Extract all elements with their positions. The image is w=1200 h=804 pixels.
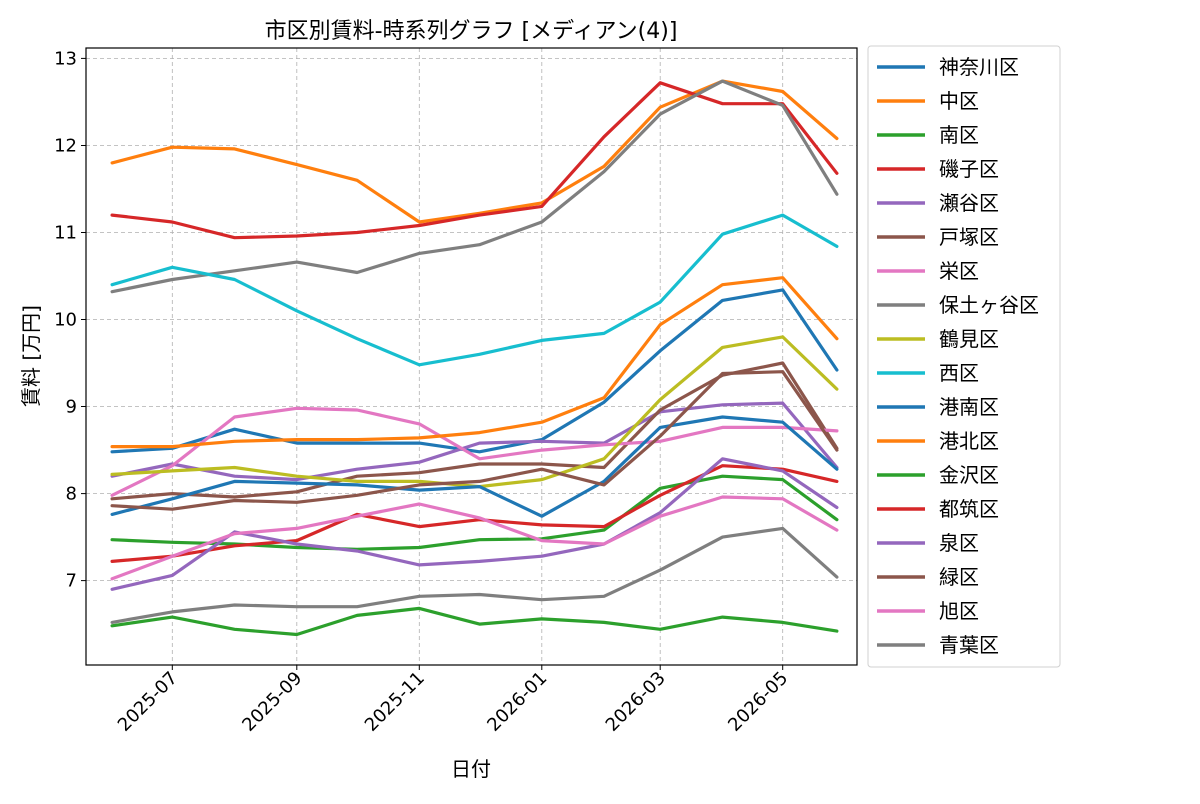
y-tick-label: 7 xyxy=(66,571,77,592)
legend-entry-label: 泉区 xyxy=(939,531,979,555)
x-tick-label: 2025-09 xyxy=(238,668,306,736)
series-line xyxy=(110,81,839,240)
y-tick-label: 10 xyxy=(54,310,77,331)
legend-entry-label: 旭区 xyxy=(939,599,979,623)
y-tick-label: 13 xyxy=(54,48,77,69)
legend-entry-label: 瀬谷区 xyxy=(939,191,999,215)
legend-entry-label: 金沢区 xyxy=(939,463,999,487)
legend-entry-label: 中区 xyxy=(939,89,979,113)
series-line xyxy=(110,464,839,564)
series-line xyxy=(110,401,839,482)
series-lines xyxy=(110,79,839,637)
legend-entry-label: 戸塚区 xyxy=(939,225,999,249)
chart-title: 市区別賃料-時系列グラフ [メディアン(4)] xyxy=(265,19,678,44)
y-axis-label: 賃料 [万円] xyxy=(19,305,43,407)
x-tick-label: 2026-01 xyxy=(483,668,551,736)
grid xyxy=(86,48,857,665)
x-tick-label: 2025-11 xyxy=(361,668,429,736)
legend-entry-label: 都筑区 xyxy=(939,497,999,521)
series-line xyxy=(110,370,839,511)
legend-entry-label: 港北区 xyxy=(939,429,999,453)
legend-entry-label: 保土ヶ谷区 xyxy=(939,293,1039,317)
series-line xyxy=(110,213,839,367)
series-line xyxy=(110,526,839,625)
y-axis-ticks: 7 8 9 10 11 12 13 xyxy=(54,48,86,592)
legend-entry-label: 磯子区 xyxy=(939,157,999,181)
legend-entry-label: 青葉区 xyxy=(939,633,999,657)
series-line xyxy=(110,415,839,518)
series-line xyxy=(110,79,839,294)
series-line xyxy=(110,457,839,591)
series-line xyxy=(110,288,839,454)
y-tick-label: 9 xyxy=(66,397,77,418)
x-axis-ticks: 2025-07 2025-09 2025-11 2026-01 2026-03 2026-… xyxy=(114,665,792,736)
legend-entry-label: 栄区 xyxy=(939,259,979,283)
series-line xyxy=(110,361,839,501)
legend-entry-label: 南区 xyxy=(939,123,979,147)
x-axis-label: 日付 xyxy=(451,757,491,781)
series-line xyxy=(110,474,839,551)
y-tick-label: 8 xyxy=(66,484,77,505)
y-tick-label: 11 xyxy=(54,223,77,244)
series-line xyxy=(110,406,839,497)
legend: 神奈川区中区南区磯子区瀬谷区戸塚区栄区保土ヶ谷区鶴見区西区港南区港北区金沢区都筑… xyxy=(867,45,1061,668)
x-tick-label: 2026-05 xyxy=(724,668,792,736)
series-line xyxy=(110,495,839,581)
plot-frame xyxy=(85,47,858,666)
legend-entry-label: 西区 xyxy=(939,361,979,385)
legend-entry-label: 神奈川区 xyxy=(939,55,1019,79)
series-line xyxy=(110,606,839,637)
legend-entry-label: 緑区 xyxy=(939,565,979,589)
x-tick-label: 2025-07 xyxy=(114,668,182,736)
legend-entry-label: 港南区 xyxy=(939,395,999,419)
legend-entry-label: 鶴見区 xyxy=(939,327,999,351)
series-line xyxy=(110,276,839,449)
x-tick-label: 2026-03 xyxy=(602,668,670,736)
y-tick-label: 12 xyxy=(54,136,77,157)
